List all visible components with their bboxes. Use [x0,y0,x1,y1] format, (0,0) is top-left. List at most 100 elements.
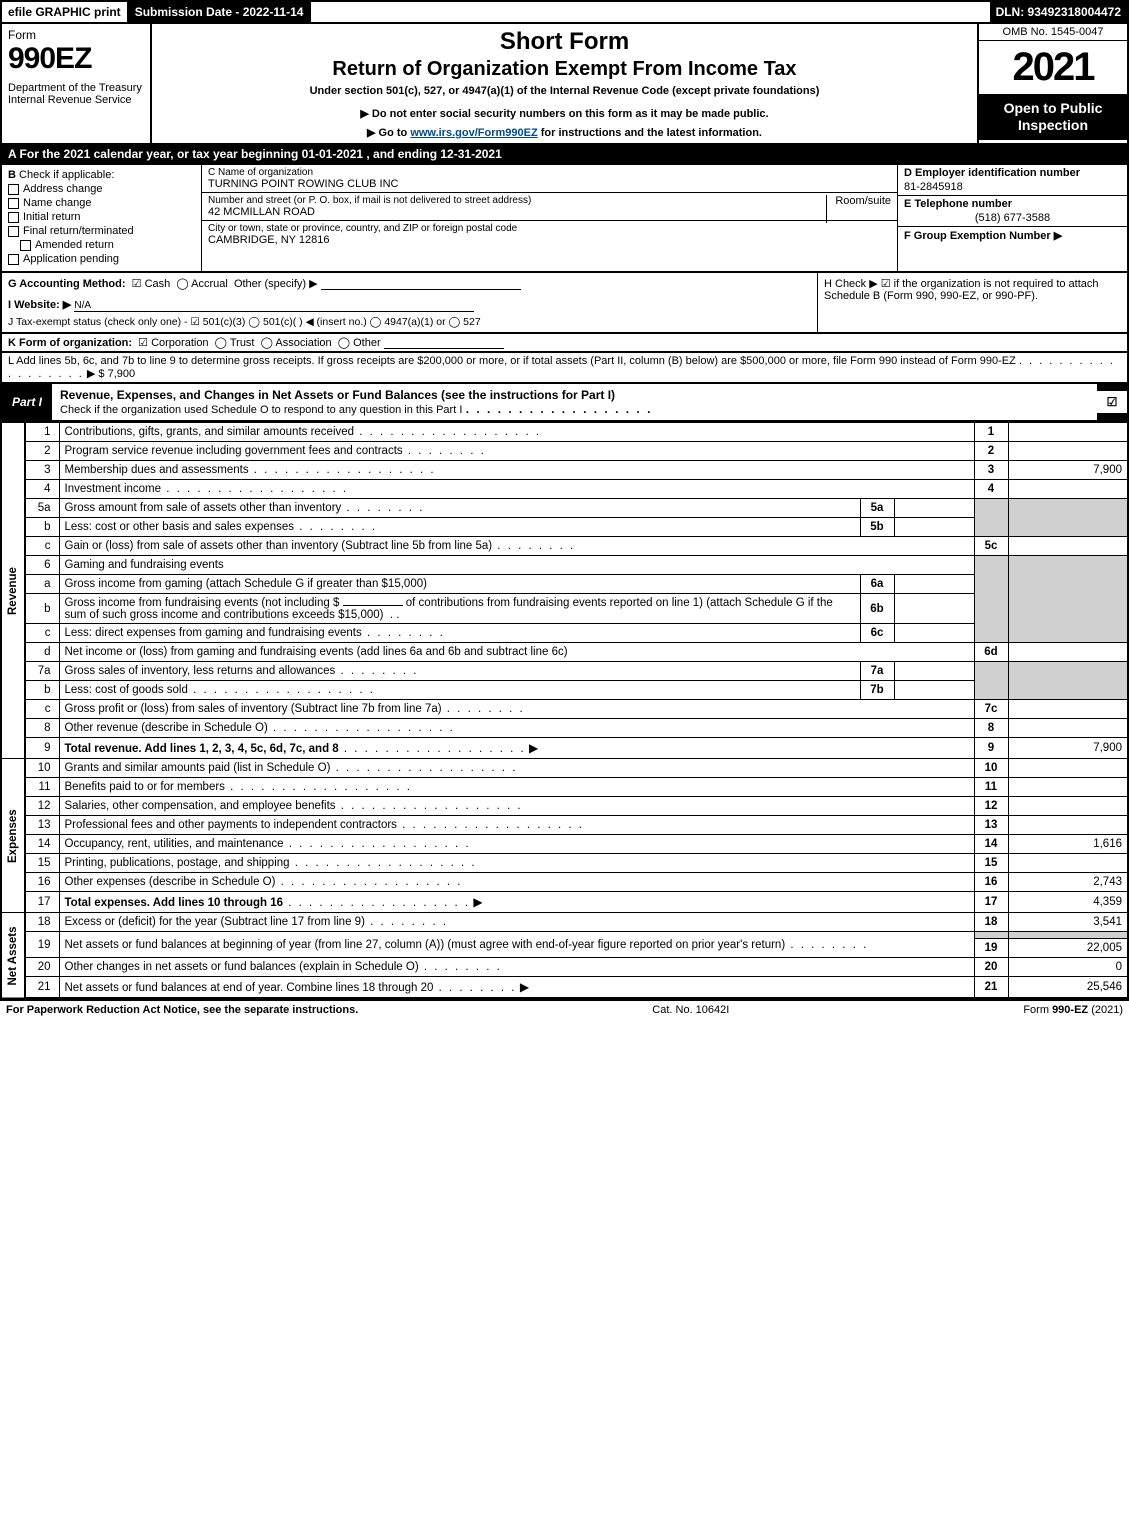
l21-num: 21 [25,977,59,999]
grey-5b [1008,499,1128,537]
omb-number: OMB No. 1545-0047 [979,24,1127,41]
section-h: H Check ▶ ☑ if the organization is not r… [817,273,1127,332]
l6d-amt [1008,643,1128,662]
l12-num: 12 [25,797,59,816]
l13-amt [1008,816,1128,835]
part-i-title-text: Revenue, Expenses, and Changes in Net As… [60,388,615,402]
l17-amt: 4,359 [1008,892,1128,913]
l4-rn: 4 [974,480,1008,499]
chk-address-change: Address change [23,183,103,195]
l6b-amount-blank[interactable] [343,605,403,606]
irs-link[interactable]: www.irs.gov/Form990EZ [410,127,537,139]
l15-rn: 15 [974,854,1008,873]
l7c-num: c [25,700,59,719]
g-other-input[interactable] [321,289,521,290]
city-label: City or town, state or province, country… [208,223,891,234]
grey-6 [974,556,1008,643]
g-accrual: Accrual [191,278,228,290]
section-c: C Name of organization TURNING POINT ROW… [202,165,897,271]
header-left: Form 990EZ Department of the Treasury In… [2,24,152,143]
l16-rn: 16 [974,873,1008,892]
form-header: Form 990EZ Department of the Treasury In… [0,24,1129,145]
b-label: B [8,169,16,181]
l9-num: 9 [25,738,59,759]
footer-left: For Paperwork Reduction Act Notice, see … [6,1004,358,1016]
l5c-num: c [25,537,59,556]
l12-rn: 12 [974,797,1008,816]
l6a-desc: Gross income from gaming (attach Schedul… [65,578,427,590]
grey-5 [974,499,1008,537]
phone-label: E Telephone number [904,198,1121,210]
chk-application-pending: Application pending [23,253,119,265]
l19-desc: Net assets or fund balances at beginning… [65,939,786,951]
l13-rn: 13 [974,816,1008,835]
l4-num: 4 [25,480,59,499]
l18-amt: 3,541 [1008,913,1128,932]
row-a-calendar-year: A For the 2021 calendar year, or tax yea… [0,145,1129,165]
form-number: 990EZ [8,42,144,76]
l5a-amt [894,499,974,518]
g-label: G Accounting Method: [8,278,126,290]
l11-amt [1008,778,1128,797]
checkbox-amended-return[interactable] [20,240,31,251]
l10-num: 10 [25,759,59,778]
l9-amt: 7,900 [1008,738,1128,759]
dln: DLN: 93492318004472 [990,2,1127,22]
footer-right-pre: Form [1023,1004,1052,1016]
l13-num: 13 [25,816,59,835]
footer-right-bold: 990-EZ [1052,1004,1088,1016]
l10-amt [1008,759,1128,778]
checkbox-final-return[interactable] [8,226,19,237]
footer: For Paperwork Reduction Act Notice, see … [0,999,1129,1019]
l7a-sn: 7a [860,662,894,681]
l3-num: 3 [25,461,59,480]
l14-num: 14 [25,835,59,854]
l15-num: 15 [25,854,59,873]
l5c-amt [1008,537,1128,556]
l6a-sn: 6a [860,575,894,594]
street-label: Number and street (or P. O. box, if mail… [208,195,891,206]
k-trust: Trust [230,337,255,349]
submission-date: Submission Date - 2022-11-14 [129,2,312,22]
l14-rn: 14 [974,835,1008,854]
g-other: Other (specify) ▶ [234,278,318,290]
l7c-amt [1008,700,1128,719]
checkbox-address-change[interactable] [8,184,19,195]
expenses-side-label: Expenses [1,759,25,913]
l2-rn: 2 [974,442,1008,461]
under-section: Under section 501(c), 527, or 4947(a)(1)… [160,85,969,97]
l21-rn: 21 [974,977,1008,999]
checkbox-name-change[interactable] [8,198,19,209]
return-of-title: Return of Organization Exempt From Incom… [160,58,969,81]
form-label: Form [8,28,144,42]
l4-desc: Investment income [65,483,162,495]
l17-num: 17 [25,892,59,913]
j-tax-exempt: J Tax-exempt status (check only one) - ☑… [8,316,811,328]
part-i-checkbox[interactable]: ☑ [1097,391,1127,413]
l18-num: 18 [25,913,59,932]
l12-desc: Salaries, other compensation, and employ… [65,800,336,812]
efile-print[interactable]: efile GRAPHIC print [2,2,129,22]
l20-desc: Other changes in net assets or fund bala… [65,961,419,973]
grey-19b [1008,932,1128,939]
city-state-zip: CAMBRIDGE, NY 12816 [208,234,891,246]
k-other: Other [353,337,381,349]
l9-desc: Total revenue. Add lines 1, 2, 3, 4, 5c,… [65,743,339,755]
ein-value: 81-2845918 [904,181,1121,193]
l6b-amt [894,594,974,624]
k-other-input[interactable] [384,348,504,349]
checkbox-application-pending[interactable] [8,254,19,265]
l14-amt: 1,616 [1008,835,1128,854]
open-to-public: Open to Public Inspection [979,94,1127,140]
part-i-title: Revenue, Expenses, and Changes in Net As… [52,384,1097,420]
check-if-applicable: Check if applicable: [19,169,114,181]
l12-amt [1008,797,1128,816]
top-bar: efile GRAPHIC print Submission Date - 20… [0,0,1129,24]
l15-desc: Printing, publications, postage, and shi… [65,857,290,869]
l17-rn: 17 [974,892,1008,913]
l7b-amt [894,681,974,700]
checkbox-initial-return[interactable] [8,212,19,223]
l11-desc: Benefits paid to or for members [65,781,225,793]
l19-num: 19 [25,932,59,958]
part-i-table: Revenue 1 Contributions, gifts, grants, … [0,422,1129,999]
